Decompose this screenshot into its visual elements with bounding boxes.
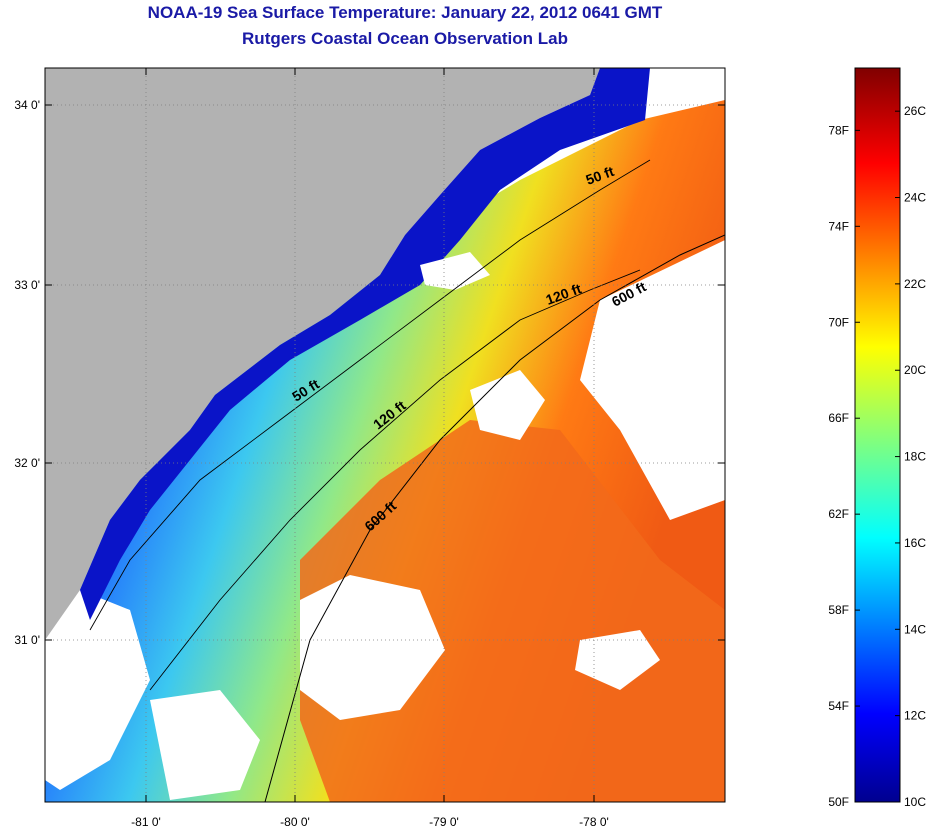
lat-label: 31 0' <box>14 633 40 647</box>
colorbar-celsius-label: 12C <box>904 709 926 723</box>
colorbar-fahrenheit-label: 62F <box>828 507 849 521</box>
colorbar-celsius-label: 26C <box>904 104 926 118</box>
axis-ticks <box>45 68 725 802</box>
title-line-1: NOAA-19 Sea Surface Temperature: January… <box>147 3 663 22</box>
graticule <box>45 68 725 802</box>
lat-label: 33 0' <box>14 278 40 292</box>
colorbar-fahrenheit-label: 66F <box>828 411 849 425</box>
land-mass <box>45 68 600 640</box>
cloud-patch <box>420 252 490 290</box>
lon-label: -78 0' <box>579 815 609 829</box>
lat-label: 32 0' <box>14 456 40 470</box>
lat-label: 34 0' <box>14 98 40 112</box>
contour-600ft <box>264 234 725 802</box>
colorbar-celsius-label: 24C <box>904 191 926 205</box>
colorbar-fahrenheit-label: 54F <box>828 699 849 713</box>
colorbar-fahrenheit-label: 50F <box>828 795 849 809</box>
cloud-patch <box>575 630 660 690</box>
colorbar-celsius-label: 20C <box>904 363 926 377</box>
cloud-patch <box>580 240 725 520</box>
coastal-cold-band <box>80 68 650 620</box>
colorbar <box>854 67 901 803</box>
cloud-patch <box>470 370 545 440</box>
colorbar-fahrenheit-label: 78F <box>828 123 849 137</box>
lon-label: -79 0' <box>429 815 459 829</box>
map-panel <box>45 68 725 802</box>
map-frame <box>44 67 726 803</box>
lon-label: -80 0' <box>280 815 310 829</box>
title-line-2: Rutgers Coastal Ocean Observation Lab <box>242 29 568 48</box>
contour-120ft <box>149 269 641 691</box>
contour-50ft <box>89 159 651 631</box>
cloud-patch <box>150 690 260 800</box>
cloud-patch <box>45 590 150 790</box>
cloud-patch <box>300 575 445 720</box>
colorbar-celsius-label: 16C <box>904 536 926 550</box>
map-title: NOAA-19 Sea Surface Temperature: January… <box>0 0 810 52</box>
colorbar-fahrenheit-label: 74F <box>828 219 849 233</box>
colorbar-fahrenheit-label: 58F <box>828 603 849 617</box>
lon-label: -81 0' <box>131 815 161 829</box>
colorbar-ticks: 26C 24C 22C 20C 18C 16C 14C 12C 10C 78F 74F 70F 66F 6… <box>828 104 926 809</box>
colorbar-fahrenheit-label: 70F <box>828 315 849 329</box>
colorbar-celsius-label: 14C <box>904 622 926 636</box>
colorbar-celsius-label: 22C <box>904 277 926 291</box>
colorbar-celsius-label: 18C <box>904 450 926 464</box>
colorbar-celsius-label: 10C <box>904 795 926 809</box>
gulf-stream-warm-water <box>300 420 725 802</box>
